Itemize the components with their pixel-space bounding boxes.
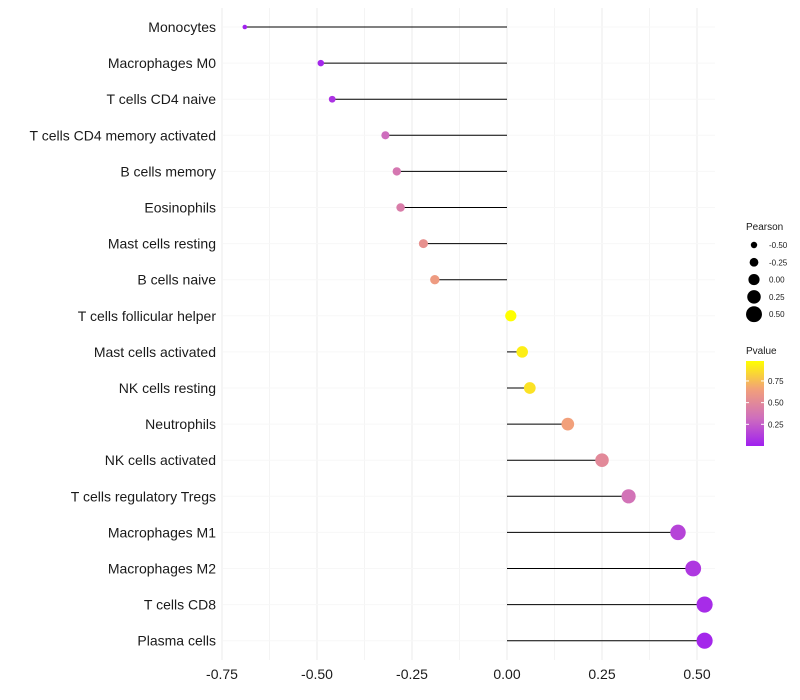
size-legend-title: Pearson	[746, 222, 783, 233]
category-label-nk-cells-resting: NK cells resting	[119, 380, 216, 396]
x-tick-label: 0.25	[588, 666, 615, 682]
category-label-t-cells-follicular-helper: T cells follicular helper	[78, 308, 217, 324]
category-label-monocytes: Monocytes	[148, 19, 216, 35]
category-label-eosinophils: Eosinophils	[144, 200, 216, 216]
category-label-t-cells-cd4-naive: T cells CD4 naive	[107, 91, 217, 107]
data-rows: Monocytes Macrophages M0 T cells CD4 naive…	[30, 19, 713, 649]
category-label-mast-cells-activated: Mast cells activated	[94, 344, 216, 360]
x-axis: -0.75 -0.50 -0.25 0.00 0.25 0.50	[206, 666, 711, 682]
category-label-macrophages-m2: Macrophages M2	[108, 561, 216, 577]
category-label-t-cells-cd8: T cells CD8	[144, 597, 216, 613]
category-label-plasma-cells: Plasma cells	[137, 633, 216, 649]
grid	[221, 8, 715, 660]
point-plasma-cells	[696, 632, 713, 649]
color-legend-label: 0.25	[768, 420, 784, 429]
x-tick-label: -0.75	[206, 666, 238, 682]
point-b-cells-naive	[430, 275, 440, 285]
color-legend-label: 0.50	[768, 399, 784, 408]
point-t-cells-follicular-helper	[505, 310, 517, 322]
x-tick-label: -0.25	[396, 666, 428, 682]
size-legend: Pearson -0.50 -0.25 0.00 0.25 0.50	[746, 222, 788, 323]
point-macrophages-m2	[685, 560, 702, 577]
point-t-cells-cd4-memory-activated	[381, 131, 390, 140]
category-label-macrophages-m1: Macrophages M1	[108, 524, 216, 540]
point-mast-cells-resting	[418, 239, 428, 249]
category-label-t-cells-cd4-memory-activated: T cells CD4 memory activated	[30, 127, 216, 143]
x-tick-label: -0.50	[301, 666, 333, 682]
point-macrophages-m0	[317, 59, 325, 67]
point-monocytes	[242, 24, 248, 30]
point-t-cells-cd8	[696, 596, 713, 613]
category-label-b-cells-naive: B cells naive	[137, 272, 216, 288]
color-legend-title: Pvalue	[746, 346, 777, 357]
point-b-cells-memory	[392, 167, 401, 176]
point-t-cells-regulatory-tregs	[621, 489, 636, 504]
point-nk-cells-activated	[595, 453, 609, 467]
point-mast-cells-activated	[516, 346, 528, 358]
color-legend-label: 0.75	[768, 377, 784, 386]
size-legend-key	[750, 241, 758, 249]
color-legend: Pvalue 0.25 0.50 0.75	[746, 346, 784, 446]
size-legend-key	[748, 274, 760, 286]
size-legend-key	[749, 257, 759, 267]
size-legend-label: 0.25	[769, 293, 785, 302]
size-legend-label: 0.00	[769, 276, 785, 285]
size-legend-label: -0.50	[769, 241, 788, 250]
size-legend-key	[747, 290, 761, 304]
category-label-b-cells-memory: B cells memory	[120, 163, 216, 179]
category-label-nk-cells-activated: NK cells activated	[105, 452, 216, 468]
point-eosinophils	[396, 203, 405, 212]
category-label-t-cells-regulatory-tregs: T cells regulatory Tregs	[71, 488, 216, 504]
size-legend-key	[746, 306, 762, 323]
size-legend-label: 0.50	[769, 310, 785, 319]
point-macrophages-m1	[670, 524, 686, 541]
category-label-macrophages-m0: Macrophages M0	[108, 55, 216, 71]
point-neutrophils	[561, 417, 575, 431]
point-nk-cells-resting	[523, 382, 536, 394]
x-tick-label: 0.00	[493, 666, 520, 682]
color-legend-bar	[746, 361, 764, 446]
x-tick-label: 0.50	[683, 666, 710, 682]
point-t-cells-cd4-naive	[328, 95, 336, 103]
size-legend-label: -0.25	[769, 258, 788, 267]
category-label-neutrophils: Neutrophils	[145, 416, 216, 432]
category-label-mast-cells-resting: Mast cells resting	[108, 236, 216, 252]
